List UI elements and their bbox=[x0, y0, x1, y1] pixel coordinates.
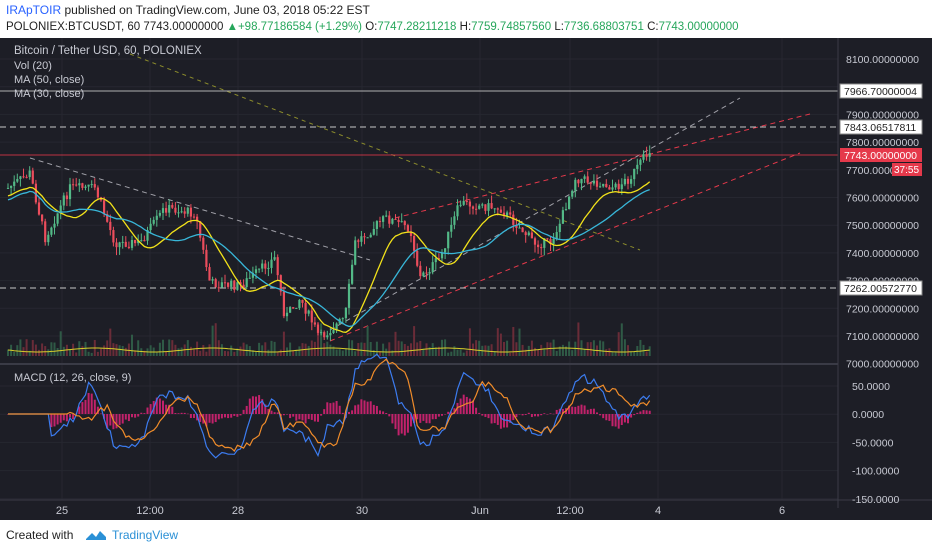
header: IRApTOIR published on TradingView.com, J… bbox=[0, 0, 932, 38]
macd-tick-label: -100.0000 bbox=[852, 466, 899, 478]
publish-line: IRApTOIR published on TradingView.com, J… bbox=[6, 3, 370, 17]
price-tick-label: 7200.00000000 bbox=[846, 303, 919, 315]
grid bbox=[0, 38, 838, 500]
ma-50-line bbox=[7, 188, 650, 328]
footer: Created with TradingView bbox=[0, 520, 932, 550]
last-price: 7743.00000000 bbox=[143, 21, 224, 33]
time-tick-label: 25 bbox=[56, 505, 68, 517]
publish-info: published on TradingView.com, June 03, 2… bbox=[64, 3, 370, 17]
drawings[interactable] bbox=[0, 53, 838, 342]
badge-level2-text: 7843.06517811 bbox=[844, 122, 916, 134]
macd-tick-label: -150.0000 bbox=[852, 494, 899, 506]
price-axis[interactable]: 8100.000000008000.000000007900.000000007… bbox=[846, 54, 919, 371]
created-with-label: Created with bbox=[6, 528, 74, 542]
legend-vol[interactable]: Vol (20) bbox=[14, 60, 52, 72]
tradingview-logo-icon bbox=[86, 531, 106, 540]
macd-tick-label: 0.0000 bbox=[852, 409, 884, 421]
price-tick-label: 7000.00000000 bbox=[846, 359, 919, 371]
ohlc-line: POLONIEX:BTCUSDT, 60 7743.00000000 ▲+98.… bbox=[6, 21, 739, 33]
chart-title: Bitcoin / Tether USD, 60, POLONIEX bbox=[14, 45, 202, 57]
close-label: C: bbox=[647, 21, 659, 33]
price-tick-label: 7800.00000000 bbox=[846, 137, 919, 149]
author-link[interactable]: IRApTOIR bbox=[6, 3, 62, 17]
legend-ma50[interactable]: MA (50, close) bbox=[14, 74, 84, 86]
badge-level1-text: 7966.70000004 bbox=[844, 86, 917, 98]
price-tick-label: 7400.00000000 bbox=[846, 248, 919, 260]
price-badge-level2: 7843.06517811 bbox=[839, 119, 923, 135]
ma-30-line bbox=[7, 181, 651, 333]
trendline-mid[interactable] bbox=[329, 97, 741, 331]
chart-area[interactable]: 8100.000000008000.000000007900.000000007… bbox=[0, 38, 932, 520]
price-badge-level3: 7262.00572770 bbox=[839, 280, 923, 296]
chart-svg[interactable]: 8100.000000008000.000000007900.000000007… bbox=[0, 38, 932, 520]
candles[interactable] bbox=[6, 145, 651, 341]
legend-ma30[interactable]: MA (30, close) bbox=[14, 88, 84, 100]
macd-axis[interactable]: 50.0000 0.0000 -50.0000 -100.0000 -150.0000 bbox=[852, 381, 899, 506]
time-tick-label: Jun bbox=[471, 505, 489, 517]
time-tick-label: 4 bbox=[655, 505, 661, 517]
high-label: H: bbox=[459, 21, 472, 33]
price-badge-current: 7743.00000000 37:55 bbox=[840, 148, 922, 176]
open-value: 7747.28211218 bbox=[377, 21, 457, 33]
tradingview-brand-link[interactable]: TradingView bbox=[112, 528, 179, 542]
symbol[interactable]: POLONIEX:BTCUSDT, 60 bbox=[6, 21, 141, 33]
price-tick-label: 7900.00000000 bbox=[846, 109, 919, 121]
countdown-text: 37:55 bbox=[894, 165, 919, 176]
legend-macd[interactable]: MACD (12, 26, close, 9) bbox=[14, 372, 131, 384]
time-tick-label: 28 bbox=[232, 505, 244, 517]
low-label: L: bbox=[554, 21, 564, 33]
price-tick-label: 8100.00000000 bbox=[846, 54, 919, 66]
price-tick-label: 7600.00000000 bbox=[846, 193, 919, 205]
macd-tick-label: -50.0000 bbox=[852, 437, 894, 449]
low-value: 7736.68803751 bbox=[563, 21, 644, 33]
open-label: O: bbox=[365, 21, 378, 33]
time-tick-label: 6 bbox=[779, 505, 785, 517]
trendline-lower[interactable] bbox=[329, 152, 801, 342]
volume-ma-line bbox=[7, 347, 650, 353]
close-value: 7743.00000000 bbox=[658, 21, 739, 33]
high-value: 7759.74857560 bbox=[471, 21, 552, 33]
price-tick-label: 7100.00000000 bbox=[846, 331, 919, 343]
badge-current-text: 7743.00000000 bbox=[844, 150, 917, 162]
price-badge-level1: 7966.70000004 bbox=[839, 83, 923, 99]
time-tick-label: 12:00 bbox=[136, 505, 164, 517]
price-tick-label: 7500.00000000 bbox=[846, 220, 919, 232]
macd-signal-line bbox=[8, 358, 651, 452]
macd-tick-label: 50.0000 bbox=[852, 381, 890, 393]
trendline-olive[interactable] bbox=[129, 53, 641, 251]
price-change: +98.77186584 (+1.29%) bbox=[237, 21, 363, 33]
time-tick-label: 12:00 bbox=[556, 505, 584, 517]
up-arrow-icon: ▲ bbox=[226, 21, 238, 33]
time-tick-label: 30 bbox=[356, 505, 368, 517]
badge-level3-text: 7262.00572770 bbox=[844, 283, 917, 295]
time-axis[interactable]: 25 12:00 28 30 Jun 12:00 4 6 bbox=[56, 505, 785, 517]
